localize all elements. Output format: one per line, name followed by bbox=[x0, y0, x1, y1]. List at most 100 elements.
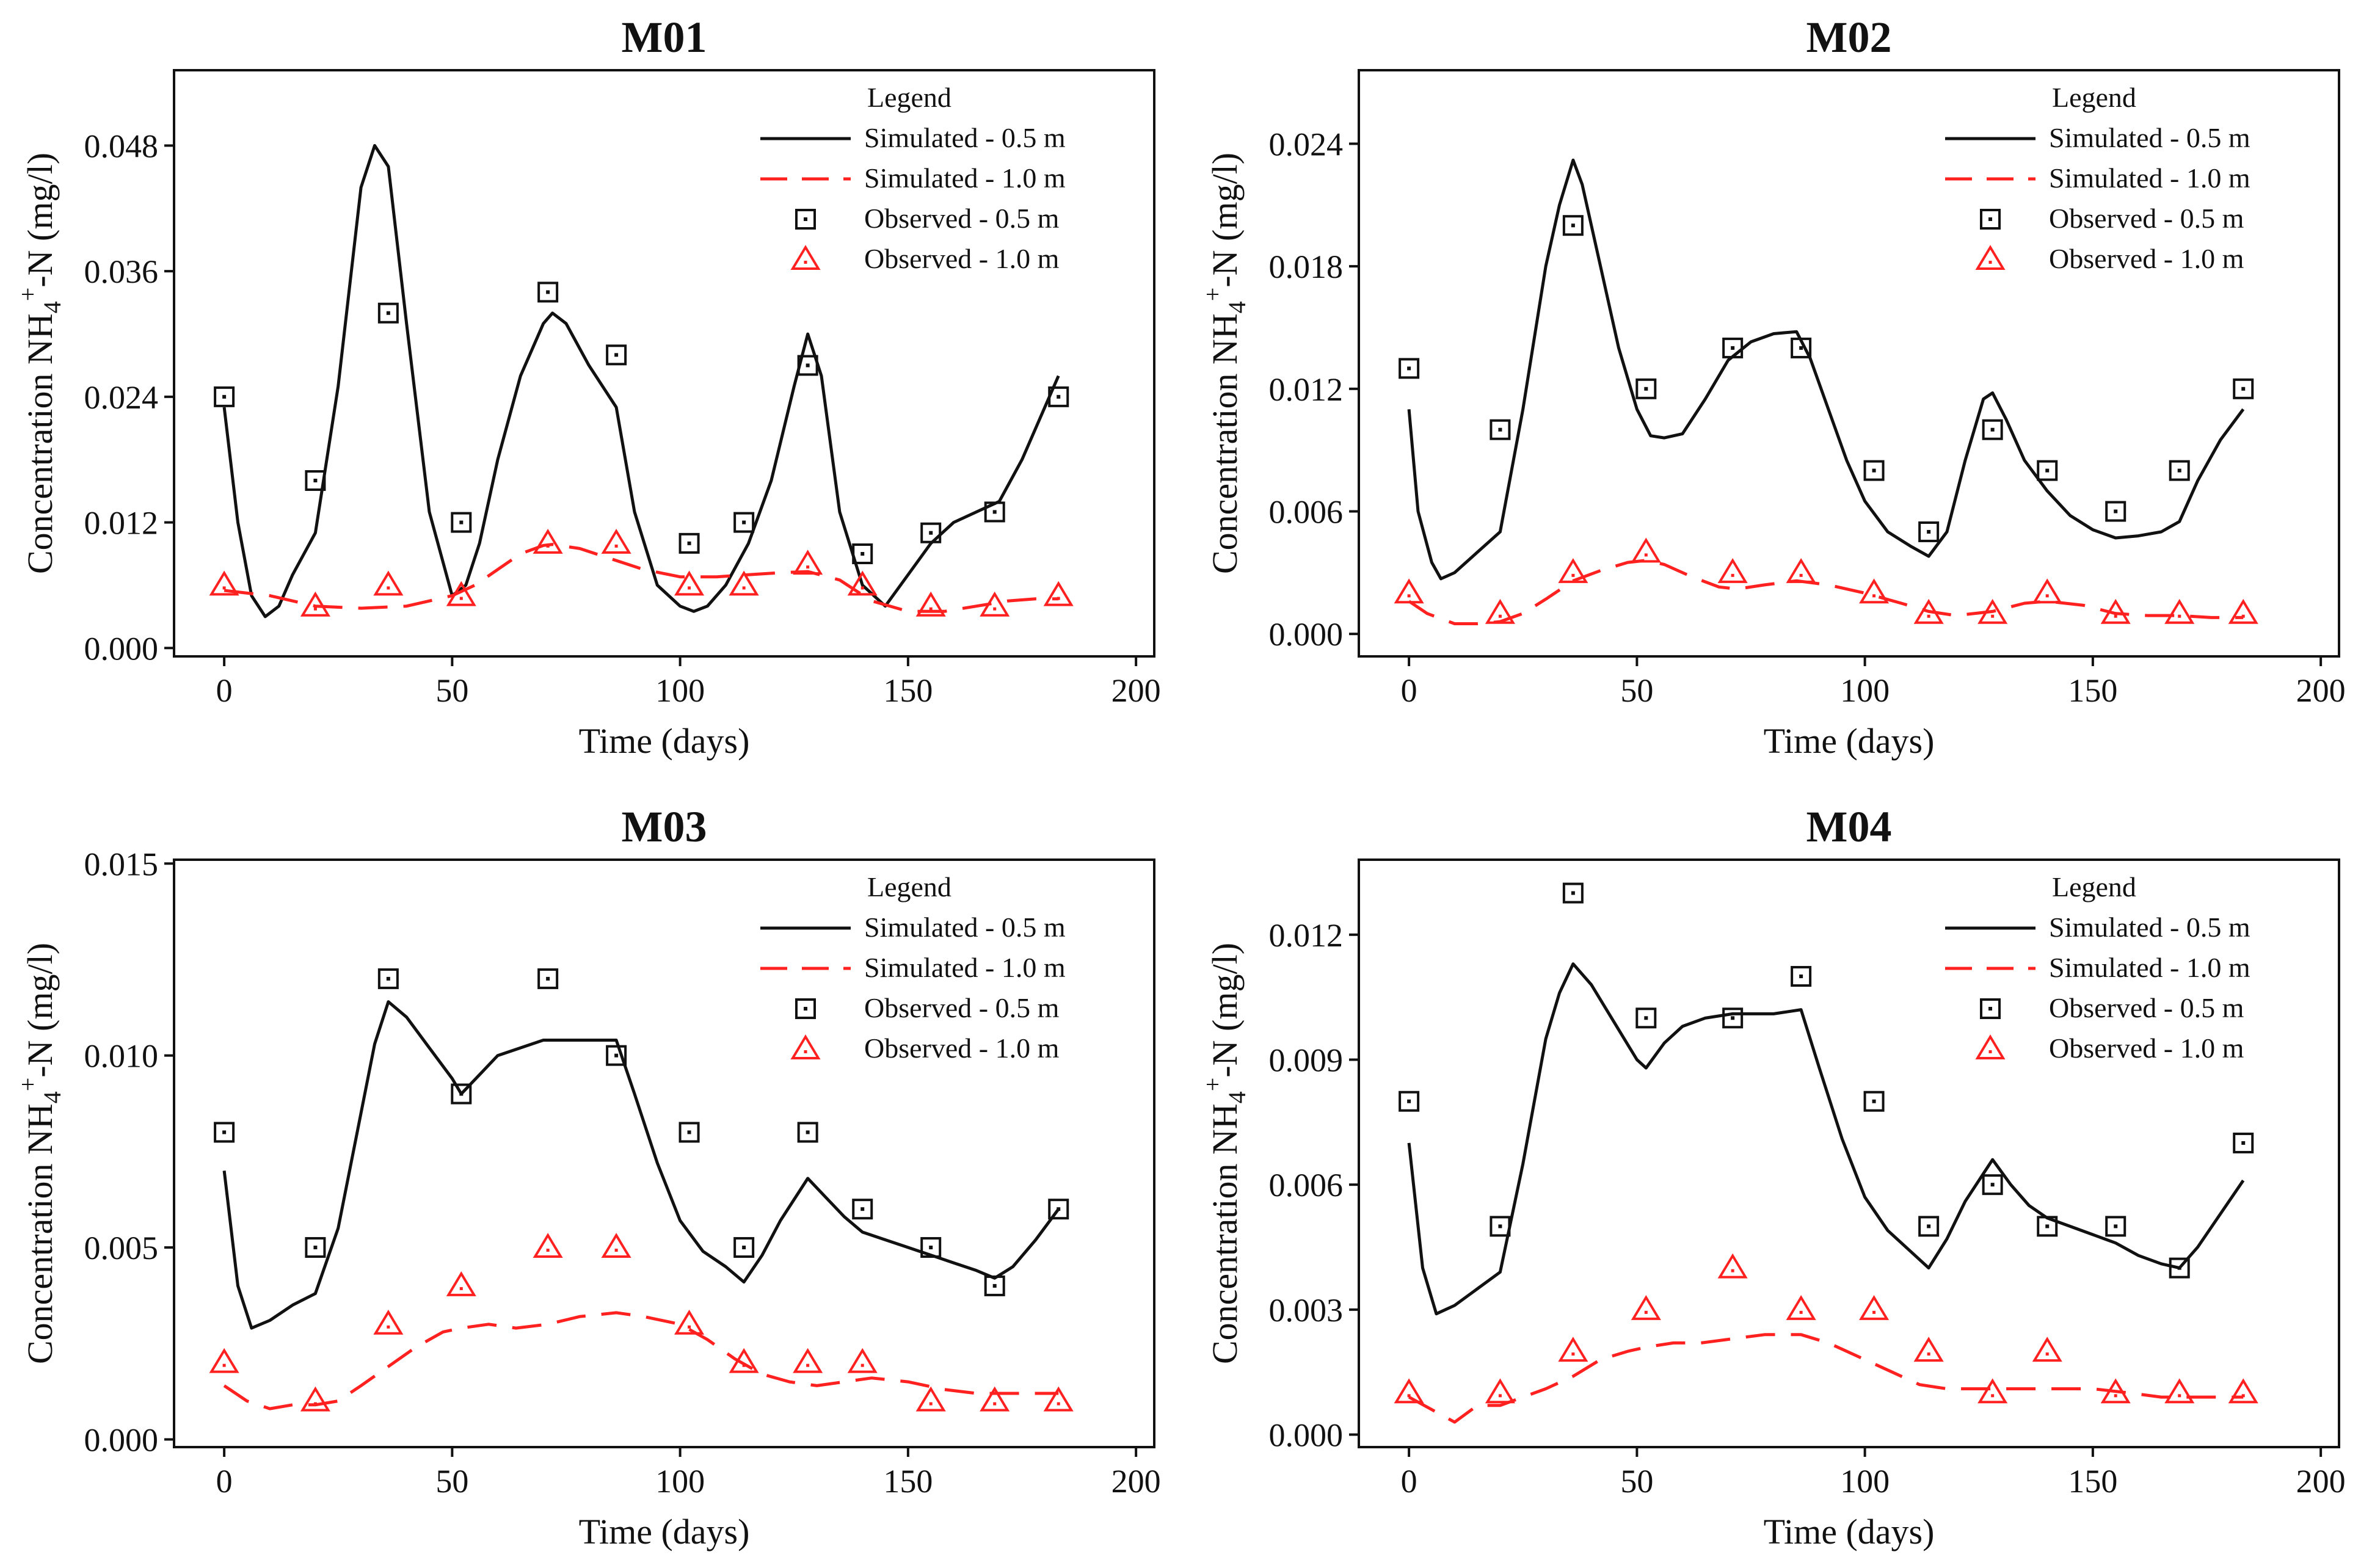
point-observed-0-5m bbox=[1982, 1174, 2003, 1196]
point-observed-1-0m-dot bbox=[860, 1363, 864, 1367]
x-tick-label: 150 bbox=[883, 672, 933, 709]
y-tick-label: 0.009 bbox=[1269, 1042, 1344, 1078]
x-axis-label: Time (days) bbox=[579, 1512, 750, 1552]
point-observed-0-5m-dot bbox=[386, 311, 390, 315]
legend-swatch-square bbox=[795, 209, 816, 230]
point-observed-0-5m-dot bbox=[992, 1283, 997, 1288]
point-observed-1-0m bbox=[601, 1233, 631, 1258]
point-observed-0-5m-dot bbox=[806, 1130, 810, 1134]
point-observed-0-5m-dot bbox=[1498, 1224, 1502, 1229]
x-tick-label: 100 bbox=[655, 1463, 705, 1500]
point-observed-1-0m bbox=[2032, 578, 2062, 604]
point-observed-1-0m-dot bbox=[1872, 1310, 1876, 1314]
point-observed-0-5m bbox=[678, 532, 700, 554]
point-observed-1-0m-dot bbox=[387, 586, 390, 590]
point-observed-0-5m-dot bbox=[929, 531, 933, 535]
point-observed-1-0m-dot bbox=[222, 1363, 226, 1367]
point-observed-0-5m bbox=[2233, 378, 2254, 399]
y-axis-label-main: Concentration NH bbox=[20, 313, 60, 574]
y-axis-label-sup: + bbox=[1199, 1078, 1226, 1092]
point-observed-1-0m-dot bbox=[806, 1363, 810, 1367]
legend-entry-label: Simulated - 0.5 m bbox=[2049, 912, 2250, 943]
y-axis-label-sub: 4 bbox=[38, 301, 66, 313]
point-observed-1-0m-dot bbox=[1799, 573, 1803, 577]
legend: Legend Simulated - 0.5 m Simulated - 1.0 m… bbox=[760, 82, 1066, 274]
legend-entry-label: Observed - 0.5 m bbox=[864, 203, 1060, 234]
point-observed-1-0m bbox=[847, 1348, 878, 1373]
point-observed-0-5m-dot bbox=[687, 1130, 691, 1134]
point-observed-0-5m-dot bbox=[222, 394, 227, 399]
x-tick-label: 150 bbox=[2068, 1463, 2117, 1500]
point-observed-0-5m bbox=[2169, 1257, 2190, 1279]
point-observed-1-0m bbox=[1977, 598, 2008, 624]
point-observed-0-5m-dot bbox=[614, 1053, 619, 1058]
point-observed-1-0m bbox=[2164, 598, 2195, 624]
point-observed-1-0m bbox=[1859, 1294, 1890, 1320]
series-line-simulated-1-0-m bbox=[224, 543, 1059, 613]
point-observed-0-5m-dot bbox=[222, 1130, 227, 1134]
y-tick-label: 0.000 bbox=[1269, 1417, 1344, 1454]
legend-swatch-square-dot bbox=[1988, 217, 1992, 221]
series-line-simulated-1-0-m bbox=[1408, 559, 2244, 625]
chart-title: M02 bbox=[1806, 13, 1892, 62]
y-axis-label-sub: 4 bbox=[1223, 1091, 1251, 1103]
point-observed-0-5m bbox=[451, 512, 472, 533]
point-observed-1-0m-dot bbox=[1498, 1394, 1502, 1398]
point-observed-0-5m bbox=[797, 1122, 818, 1143]
legend-entry-label: Observed - 1.0 m bbox=[864, 1033, 1060, 1064]
y-tick-label: 0.048 bbox=[84, 128, 159, 164]
point-observed-0-5m bbox=[305, 1237, 326, 1258]
plot-area bbox=[1394, 158, 2258, 625]
point-observed-0-5m bbox=[537, 968, 559, 989]
legend-swatch-triangle-dot bbox=[1988, 1050, 1992, 1053]
series-line-simulated-1-0-m bbox=[1408, 1333, 2244, 1424]
point-observed-1-0m bbox=[300, 1386, 330, 1412]
point-observed-0-5m-dot bbox=[1927, 1224, 1931, 1229]
point-observed-0-5m bbox=[1918, 521, 1940, 542]
point-observed-1-0m-dot bbox=[1991, 614, 1995, 618]
point-observed-0-5m bbox=[984, 501, 1005, 523]
point-observed-1-0m bbox=[2228, 1378, 2258, 1404]
point-observed-1-0m-dot bbox=[1799, 1310, 1803, 1314]
point-observed-0-5m bbox=[537, 281, 559, 303]
point-observed-1-0m-dot bbox=[742, 586, 746, 590]
point-observed-1-0m bbox=[2032, 1337, 2062, 1362]
point-observed-1-0m bbox=[1631, 1294, 1661, 1320]
y-axis-label-tail: -N (mg/l) bbox=[20, 943, 60, 1078]
point-observed-0-5m bbox=[1562, 882, 1584, 904]
point-observed-0-5m bbox=[451, 1083, 472, 1105]
point-observed-1-0m-dot bbox=[1644, 553, 1648, 557]
legend-entry-label: Simulated - 1.0 m bbox=[2049, 952, 2250, 983]
point-observed-0-5m bbox=[1982, 419, 2003, 440]
point-observed-1-0m bbox=[533, 528, 563, 554]
legend-entry-label: Simulated - 0.5 m bbox=[2049, 122, 2250, 153]
x-tick-label: 0 bbox=[216, 1463, 233, 1500]
point-observed-1-0m bbox=[1043, 1386, 1074, 1412]
plot-frame bbox=[1358, 858, 2340, 1448]
point-observed-0-5m bbox=[2037, 1216, 2058, 1237]
point-observed-0-5m bbox=[1635, 378, 1657, 399]
point-observed-1-0m-dot bbox=[806, 565, 810, 569]
point-observed-0-5m bbox=[2233, 1132, 2254, 1153]
point-observed-1-0m bbox=[209, 1348, 239, 1373]
point-observed-1-0m-dot bbox=[929, 1402, 933, 1406]
point-observed-1-0m bbox=[1859, 578, 1890, 604]
y-axis-label-sup: + bbox=[1199, 288, 1226, 302]
point-observed-1-0m bbox=[533, 1233, 563, 1258]
legend-entry-label: Simulated - 1.0 m bbox=[864, 952, 1066, 983]
point-observed-1-0m bbox=[1485, 598, 1515, 624]
point-observed-1-0m-dot bbox=[313, 607, 317, 611]
point-observed-0-5m bbox=[377, 302, 399, 324]
point-observed-1-0m bbox=[1558, 557, 1588, 583]
point-observed-0-5m-dot bbox=[313, 479, 318, 482]
point-observed-1-0m-dot bbox=[1731, 1269, 1734, 1272]
point-observed-1-0m bbox=[373, 570, 404, 596]
point-observed-1-0m bbox=[793, 550, 823, 575]
y-tick-label: 0.012 bbox=[1269, 917, 1344, 954]
point-observed-0-5m-dot bbox=[546, 976, 550, 981]
point-observed-0-5m bbox=[305, 470, 326, 491]
point-observed-1-0m bbox=[915, 1386, 946, 1412]
point-observed-1-0m-dot bbox=[1644, 1310, 1648, 1314]
legend-swatch-square bbox=[795, 998, 816, 1019]
point-observed-1-0m-dot bbox=[1498, 614, 1502, 618]
